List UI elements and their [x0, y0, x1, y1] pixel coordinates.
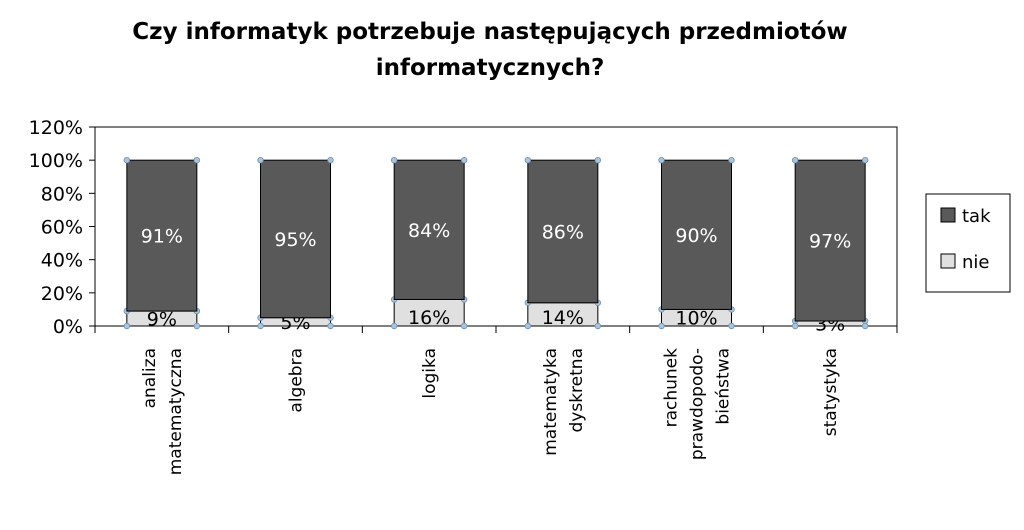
legend-label-tak: tak	[962, 206, 991, 227]
y-tick-label: 120%	[29, 117, 83, 139]
bar-corner-marker	[390, 322, 398, 330]
bar-corner-marker	[861, 156, 869, 164]
bar-corner-marker	[123, 322, 131, 330]
bar-segment-tak	[260, 159, 331, 319]
data-label: 10%	[675, 308, 717, 330]
bar-corner-marker	[460, 156, 468, 164]
x-category-label-line: dyskretna	[567, 348, 587, 433]
data-label: 14%	[542, 307, 584, 329]
x-category-label: matematyka dyskretna	[541, 348, 587, 456]
bar-corner-marker	[327, 322, 334, 330]
bar-segment-nie	[393, 298, 465, 327]
legend-label-nie: nie	[962, 252, 989, 273]
data-label: 90%	[675, 225, 717, 247]
x-category-label-line: matematyczna	[166, 348, 186, 475]
x-category-label: analiza matematyczna	[140, 348, 186, 475]
x-category-label-line: matematyka	[541, 348, 561, 456]
legend-swatch-nie	[940, 253, 956, 269]
bar-segment-tak	[794, 159, 866, 322]
x-category-label-line: analiza	[140, 348, 160, 408]
y-tick-label: 40%	[41, 250, 83, 272]
plot-area-border	[94, 126, 898, 327]
legend-box	[925, 193, 1011, 293]
y-tick-label: 0%	[53, 316, 83, 338]
x-category-label-line: logika	[420, 348, 440, 399]
bar-corner-marker	[861, 322, 869, 330]
bar-corner-marker	[658, 156, 665, 164]
y-tick-label: 20%	[41, 283, 83, 305]
x-category-label: statystyka	[821, 348, 841, 436]
y-tick-label: 100%	[29, 150, 83, 172]
bar-corner-marker	[524, 156, 532, 164]
data-label: 86%	[542, 221, 584, 243]
y-tick-label: 80%	[41, 183, 83, 205]
bar-segment-tak	[393, 159, 465, 300]
bar-corner-marker	[257, 156, 264, 164]
x-category-label-line: rachunek	[662, 348, 682, 428]
x-category-label: algebra	[287, 348, 307, 413]
bar-corner-marker	[791, 156, 799, 164]
bar-corner-marker	[791, 322, 799, 330]
bar-corner-marker	[327, 156, 334, 164]
x-category-label: logika	[420, 348, 440, 399]
bar-corner-marker	[460, 322, 468, 330]
data-label: 95%	[274, 229, 316, 251]
bar-segment-tak	[527, 159, 599, 304]
bar-corner-marker	[193, 322, 201, 330]
data-label: 97%	[809, 231, 851, 253]
bar-corner-marker	[193, 156, 201, 164]
bar-corner-marker	[728, 322, 735, 330]
bar-segment-tak	[126, 159, 198, 312]
chart-title: Czy informatyk potrzebuje następujących …	[132, 19, 848, 81]
bar-corner-marker	[594, 156, 602, 164]
data-label: 84%	[408, 220, 450, 242]
data-label: 16%	[408, 307, 450, 329]
legend-swatch-tak	[940, 207, 956, 223]
bar-corner-marker	[524, 322, 532, 330]
x-category-label-line: prawdopodo-	[688, 348, 708, 460]
x-category-label-line: bieństwa	[714, 348, 734, 425]
bar-corner-marker	[658, 322, 665, 330]
x-category-label-line: algebra	[287, 348, 307, 413]
bar-corner-marker	[728, 156, 735, 164]
bar-corner-marker	[123, 156, 131, 164]
data-label: 91%	[141, 226, 183, 248]
bar-corner-marker	[594, 322, 602, 330]
bar-corner-marker	[390, 156, 398, 164]
bar-segment-tak	[661, 159, 732, 310]
x-category-label: rachunek prawdopodo-bieństwa	[662, 348, 734, 460]
x-category-label-line: statystyka	[821, 348, 841, 436]
bar-corner-marker	[257, 322, 264, 330]
y-tick-label: 60%	[41, 217, 83, 239]
data-label: 9%	[147, 309, 177, 331]
